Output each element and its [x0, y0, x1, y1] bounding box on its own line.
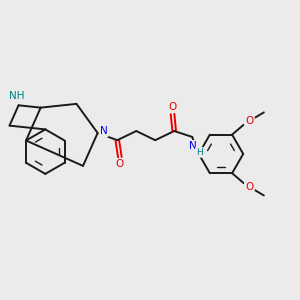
Text: H: H	[196, 148, 203, 157]
Text: O: O	[168, 102, 177, 112]
Text: NH: NH	[9, 91, 25, 101]
Text: N: N	[189, 141, 197, 151]
Text: O: O	[116, 159, 124, 170]
Text: O: O	[245, 116, 253, 126]
Text: N: N	[100, 126, 107, 136]
Text: O: O	[245, 182, 253, 192]
